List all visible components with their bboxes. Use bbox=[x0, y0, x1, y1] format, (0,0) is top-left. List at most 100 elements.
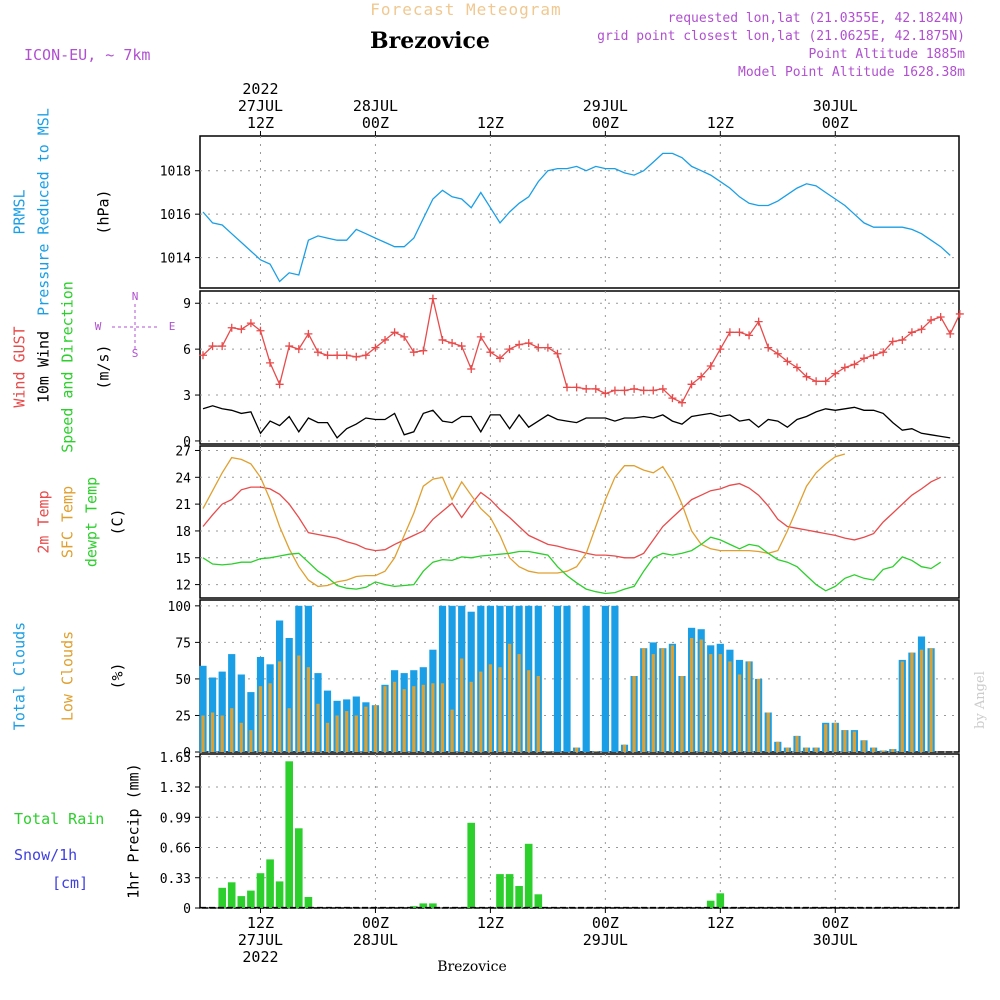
time-label-bottom: 00Z bbox=[822, 914, 849, 932]
low-cloud-bar bbox=[488, 664, 492, 752]
gust-marker bbox=[486, 348, 495, 357]
gust-marker bbox=[706, 361, 715, 370]
rain-bar bbox=[467, 822, 475, 909]
y-tick-label: 0.66 bbox=[160, 842, 191, 857]
gust-marker bbox=[783, 357, 792, 366]
rain-bar bbox=[716, 893, 725, 908]
gust-marker bbox=[495, 354, 504, 363]
low-cloud-bar bbox=[306, 667, 310, 752]
legend-snow: Snow/1h bbox=[14, 846, 77, 864]
gust-marker bbox=[840, 363, 849, 372]
y-tick-label: 3 bbox=[183, 389, 191, 404]
dewpoint-line bbox=[202, 536, 942, 595]
gust-marker bbox=[850, 360, 859, 369]
low-cloud-bar bbox=[642, 648, 646, 752]
gust-marker bbox=[821, 377, 830, 386]
y-tick-label: 0 bbox=[183, 902, 191, 917]
low-cloud-bar bbox=[258, 686, 263, 752]
gust-marker bbox=[390, 328, 399, 337]
gust-marker bbox=[898, 335, 907, 344]
gust-marker bbox=[285, 342, 294, 351]
watermark: by Angel bbox=[973, 671, 988, 729]
rain-bar bbox=[247, 890, 255, 908]
rain-bar bbox=[218, 887, 226, 908]
y-tick-label: 1.65 bbox=[160, 751, 191, 766]
rain-bar bbox=[505, 874, 514, 908]
rain-bar bbox=[285, 761, 293, 908]
time-label-bottom: 12Z bbox=[477, 914, 504, 932]
rain-bar bbox=[295, 828, 303, 909]
low-cloud-bar bbox=[335, 715, 339, 752]
y-tick-label: 25 bbox=[175, 709, 191, 724]
low-cloud-bar bbox=[479, 671, 483, 752]
rain-bar bbox=[266, 859, 274, 908]
time-label-top: 12Z bbox=[477, 114, 504, 132]
y-tick-label: 6 bbox=[183, 343, 191, 358]
rain-bar bbox=[256, 873, 265, 908]
low-cloud-bar bbox=[249, 730, 253, 752]
low-cloud-bar bbox=[709, 654, 713, 752]
time-label-bottom: 12Z bbox=[247, 914, 274, 932]
gust-marker bbox=[639, 386, 648, 395]
low-cloud-bar bbox=[402, 689, 406, 752]
gust-marker bbox=[543, 343, 552, 352]
requested-coords: requested lon,lat (21.0355E, 42.1824N) bbox=[668, 11, 965, 26]
axis-label: Total Clouds bbox=[11, 622, 29, 730]
low-cloud-bar bbox=[220, 715, 224, 752]
axis-label: Wind GUST bbox=[11, 326, 29, 407]
time-label-bottom: 12Z bbox=[707, 914, 734, 932]
y-tick-label: 12 bbox=[175, 579, 191, 594]
y-tick-label: 0.33 bbox=[160, 872, 191, 887]
gust-marker bbox=[294, 345, 303, 354]
time-label-top: 28JUL bbox=[353, 97, 398, 115]
low-cloud-bar bbox=[517, 654, 521, 752]
low-cloud-bar bbox=[776, 741, 780, 752]
panel-frame-1 bbox=[199, 290, 960, 445]
gust-marker bbox=[457, 342, 466, 351]
gust-marker bbox=[802, 372, 811, 381]
gust-marker bbox=[323, 351, 332, 360]
time-label-top: 27JUL bbox=[238, 97, 283, 115]
wind-gust-line bbox=[202, 298, 961, 404]
gust-marker bbox=[658, 384, 667, 393]
gust-marker bbox=[678, 398, 686, 407]
gust-marker bbox=[266, 358, 275, 367]
gust-marker bbox=[467, 365, 476, 374]
gust-marker bbox=[936, 313, 945, 322]
y-tick-label: 9 bbox=[183, 297, 191, 312]
low-cloud-bar bbox=[469, 681, 473, 752]
time-label-bottom: 29JUL bbox=[583, 931, 628, 949]
axis-label: dewpt Temp bbox=[83, 477, 101, 567]
gust-marker bbox=[725, 328, 734, 337]
gust-marker bbox=[773, 349, 782, 358]
gust-marker bbox=[927, 316, 936, 325]
low-cloud-bar bbox=[575, 747, 579, 752]
gust-marker bbox=[591, 384, 600, 393]
low-cloud-bar bbox=[632, 676, 636, 752]
y-tick-label: 0 bbox=[183, 435, 191, 450]
total-cloud-bar bbox=[601, 605, 609, 752]
low-cloud-bar bbox=[680, 676, 684, 752]
panel-frame-0 bbox=[199, 135, 960, 289]
gust-marker bbox=[563, 383, 572, 392]
gust-marker bbox=[553, 349, 562, 358]
time-label-top: 30JUL bbox=[813, 97, 858, 115]
gust-marker bbox=[515, 340, 524, 349]
low-cloud-bar bbox=[718, 654, 722, 752]
gust-marker bbox=[438, 335, 447, 344]
total-cloud-bar bbox=[247, 692, 255, 752]
axis-label: Speed and Direction bbox=[59, 281, 77, 453]
low-cloud-bar bbox=[690, 638, 694, 752]
temp-2m-line bbox=[202, 476, 941, 559]
gust-marker bbox=[735, 328, 744, 337]
low-cloud-bar bbox=[230, 708, 234, 752]
low-cloud-bar bbox=[766, 712, 770, 752]
rain-bar bbox=[275, 881, 284, 908]
point-altitude: Point Altitude 1885m bbox=[808, 47, 965, 62]
gust-marker bbox=[572, 383, 581, 392]
low-cloud-bar bbox=[670, 645, 674, 752]
panel-frame-2 bbox=[199, 445, 960, 599]
time-label-bottom: 00Z bbox=[362, 914, 389, 932]
gust-marker bbox=[505, 345, 514, 354]
time-label-top: 29JUL bbox=[583, 97, 628, 115]
